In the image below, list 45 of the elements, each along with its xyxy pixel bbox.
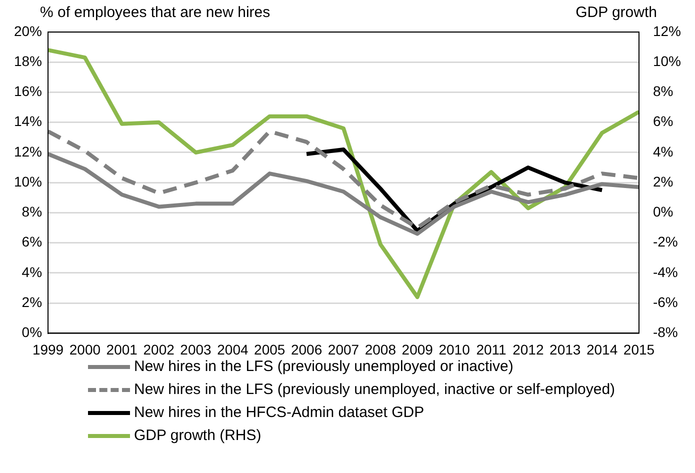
- y2-tick-label: -6%: [652, 294, 678, 310]
- legend-label: New hires in the HFCS-Admin dataset GDP: [134, 404, 424, 421]
- y-axis-title: % of employees that are new hires: [40, 4, 270, 21]
- x-tick-label: 2002: [143, 341, 175, 358]
- y2-tick-label: 12%: [652, 22, 682, 39]
- x-tick-label: 2007: [328, 341, 360, 358]
- y-tick-label: 10%: [14, 173, 42, 190]
- y-tick-label: 20%: [14, 22, 42, 39]
- y2-tick-label: 10%: [652, 52, 682, 69]
- y-tick-label: 4%: [22, 264, 42, 280]
- y2-tick-label: 4%: [652, 143, 674, 160]
- x-tick-label: 2004: [217, 341, 248, 358]
- x-tick-label: 2006: [290, 341, 322, 358]
- y2-tick-label: -4%: [652, 264, 678, 280]
- legend-label: GDP growth (RHS): [134, 427, 262, 444]
- x-tick-label: 2012: [512, 341, 544, 358]
- y-tick-label: 14%: [14, 113, 42, 130]
- y-tick-label: 18%: [14, 52, 42, 69]
- y-tick-label: 12%: [14, 143, 42, 160]
- y2-tick-label: -8%: [652, 324, 678, 340]
- x-tick-label: 2005: [254, 341, 286, 358]
- x-tick-label: 2015: [623, 341, 655, 358]
- x-tick-label: 2003: [180, 341, 212, 358]
- x-tick-label: 2008: [364, 341, 396, 358]
- legend-label: New hires in the LFS (previously unemployed, inactive or self-employed): [134, 381, 616, 398]
- y-tick-label: 8%: [22, 204, 42, 220]
- x-tick-label: 2001: [106, 341, 138, 358]
- y2-tick-label: 2%: [652, 173, 674, 190]
- y2-tick-label: -2%: [652, 234, 678, 250]
- y2-tick-label: 8%: [652, 83, 674, 100]
- y-tick-label: 16%: [14, 83, 42, 100]
- x-tick-label: 2000: [69, 341, 101, 358]
- y-tick-label: 2%: [22, 294, 42, 310]
- y2-tick-label: 0%: [652, 204, 674, 220]
- x-tick-label: 2013: [550, 341, 581, 358]
- x-tick-label: 2014: [586, 341, 618, 358]
- x-tick-label: 1999: [32, 341, 64, 358]
- legend-label: New hires in the LFS (previously unemployed or inactive): [134, 358, 514, 375]
- x-tick-label: 2010: [438, 341, 470, 358]
- x-tick-label: 2011: [476, 341, 507, 358]
- y2-tick-label: 6%: [652, 113, 674, 130]
- y-tick-label: 0%: [22, 324, 42, 340]
- y-tick-label: 6%: [22, 234, 42, 250]
- x-tick-label: 2009: [402, 341, 434, 358]
- y2-axis-title: GDP growth: [576, 4, 657, 21]
